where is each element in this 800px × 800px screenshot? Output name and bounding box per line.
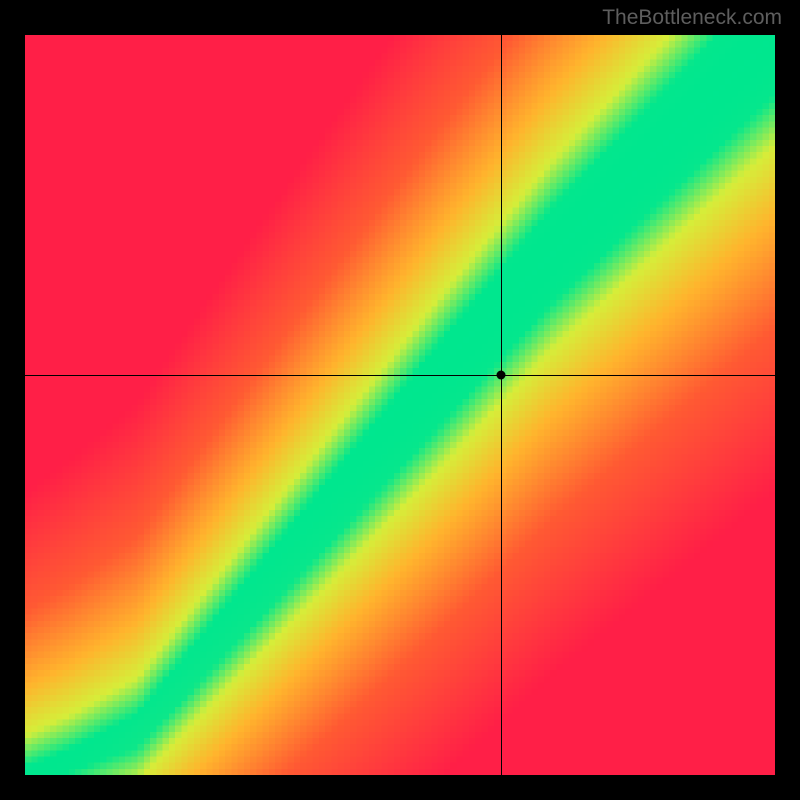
plot-area [25,35,775,775]
chart-container: TheBottleneck.com [0,0,800,800]
crosshair-vertical [501,35,502,775]
watermark-text: TheBottleneck.com [602,6,782,30]
bottleneck-heatmap [25,35,775,775]
crosshair-horizontal [25,375,775,376]
crosshair-marker [497,371,506,380]
